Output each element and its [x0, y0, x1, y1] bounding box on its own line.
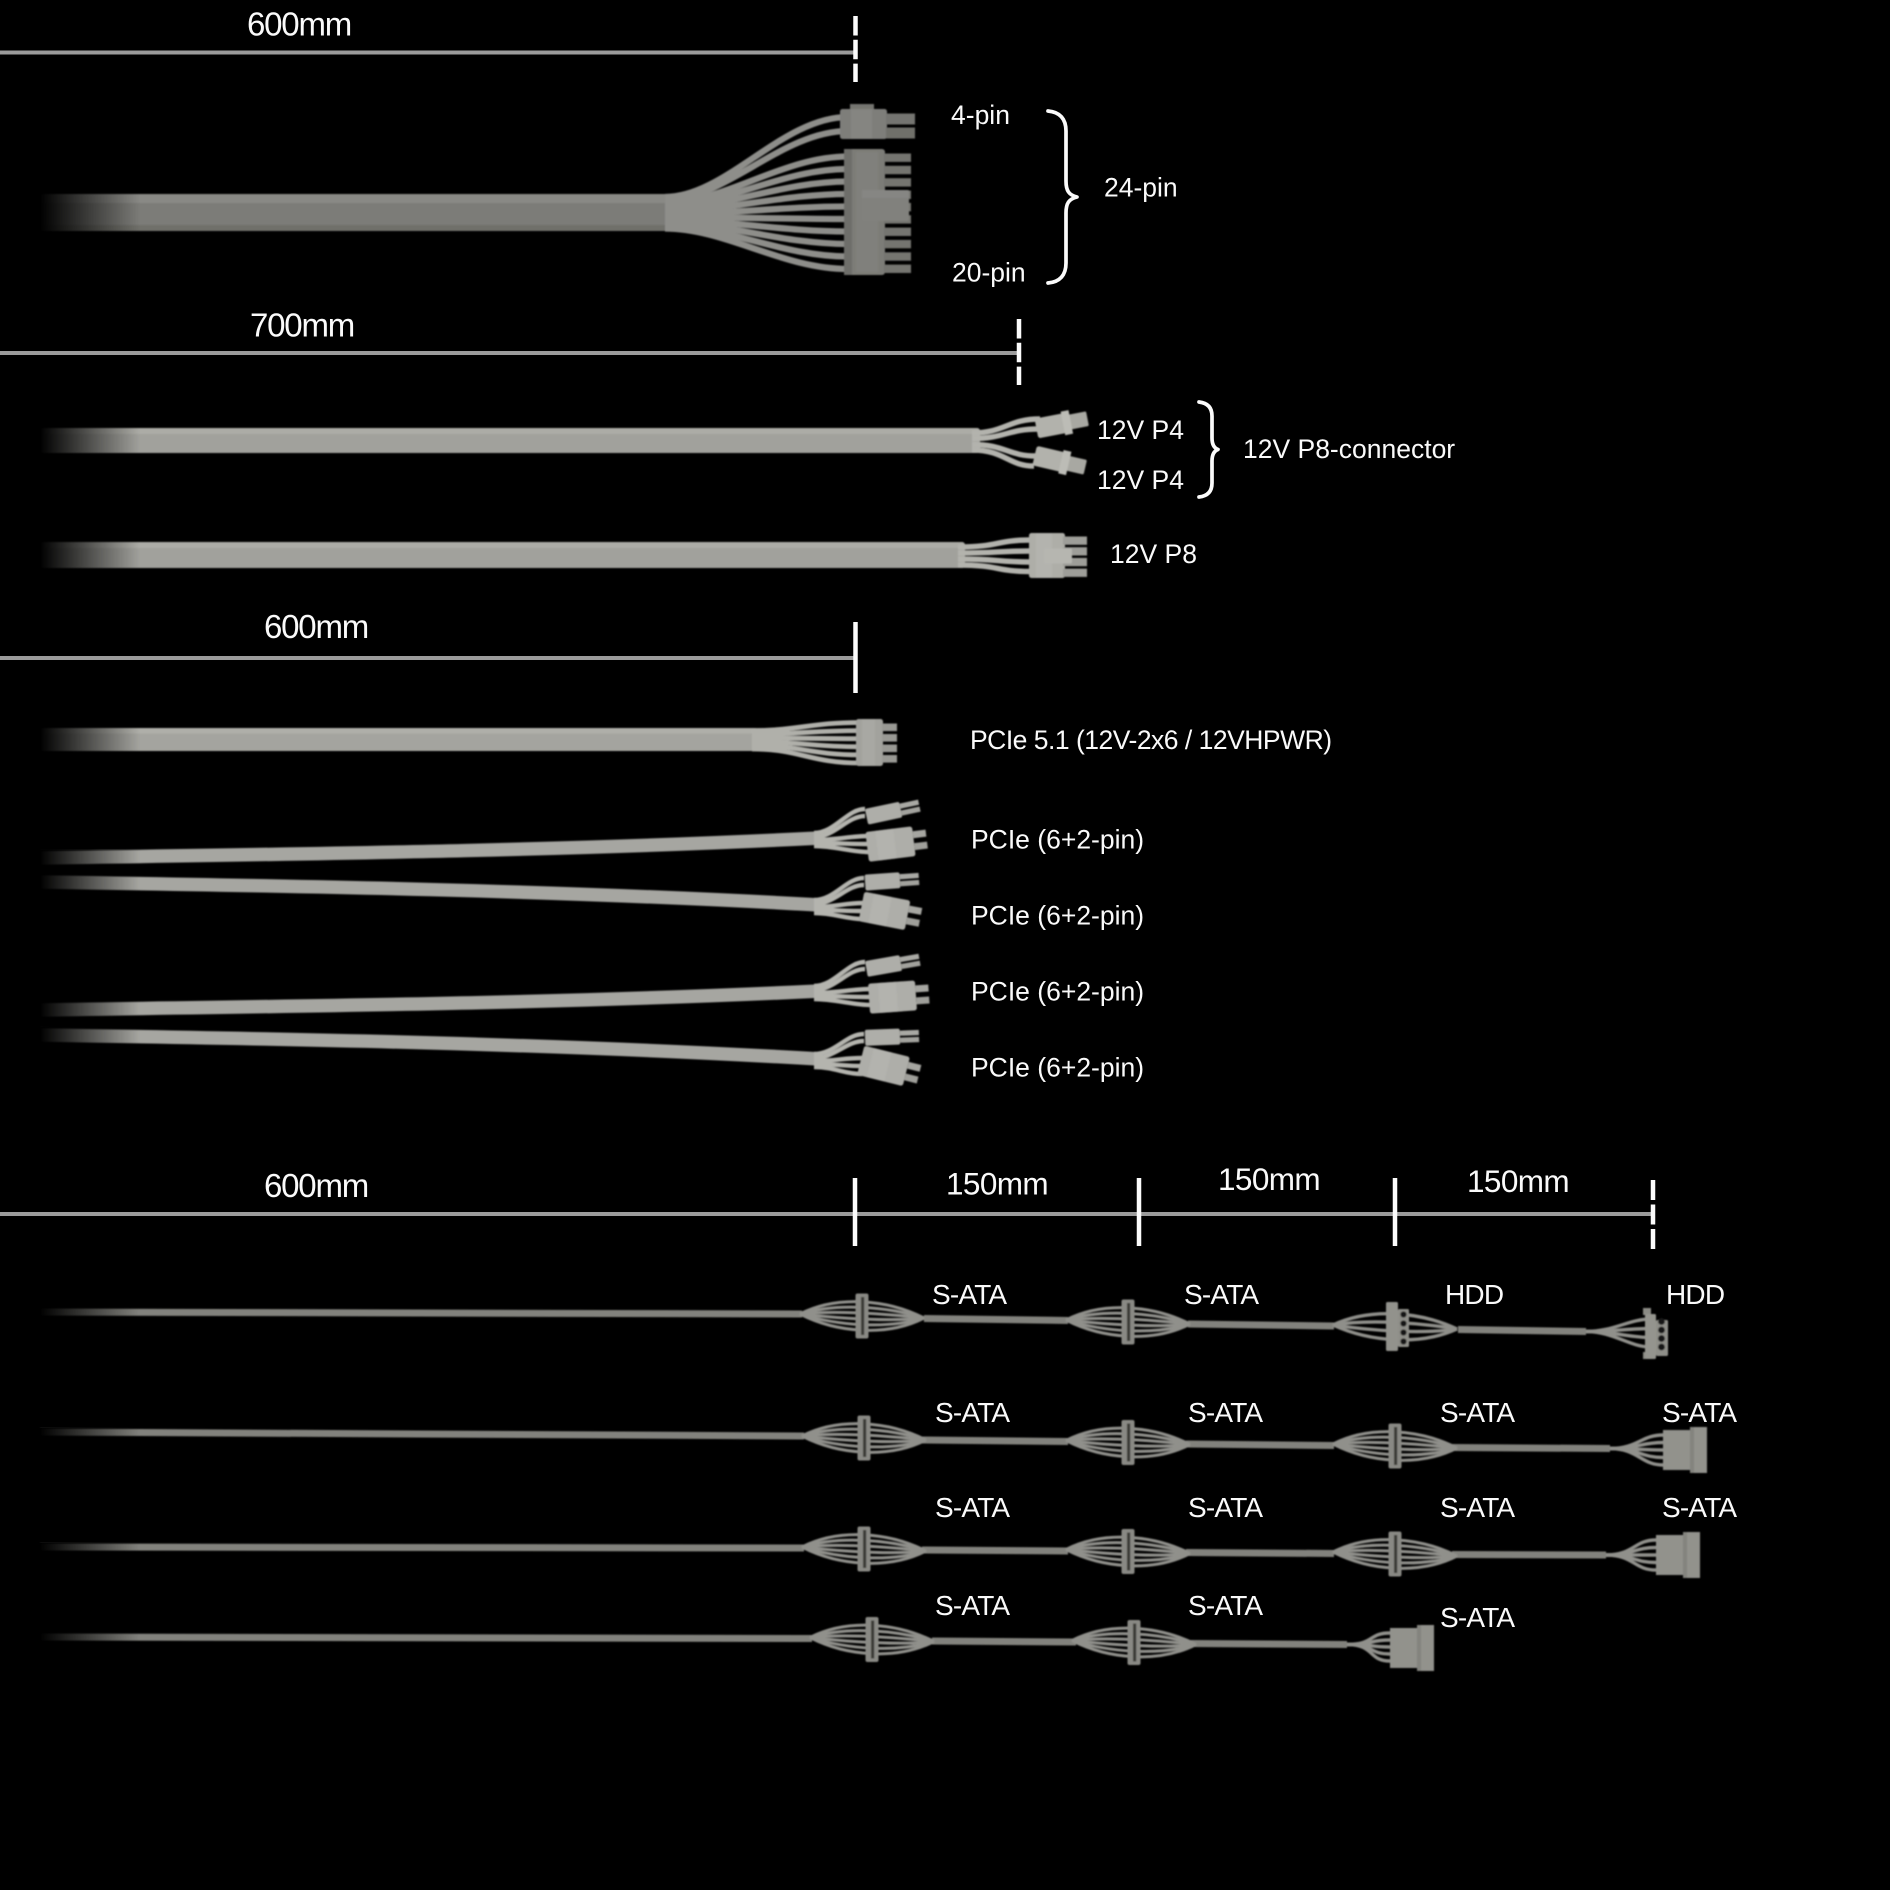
svg-text:PCIe (6+2-pin): PCIe (6+2-pin): [971, 901, 1144, 931]
svg-text:HDD: HDD: [1666, 1279, 1724, 1310]
svg-text:20-pin: 20-pin: [952, 258, 1026, 288]
svg-text:600mm: 600mm: [264, 608, 368, 645]
svg-text:S-ATA: S-ATA: [1440, 1397, 1515, 1428]
svg-text:12V P8-connector: 12V P8-connector: [1243, 434, 1455, 464]
svg-text:4-pin: 4-pin: [951, 100, 1010, 130]
svg-text:12V P4: 12V P4: [1097, 465, 1184, 495]
svg-text:150mm: 150mm: [946, 1166, 1048, 1202]
svg-text:S-ATA: S-ATA: [1662, 1397, 1737, 1428]
svg-text:HDD: HDD: [1445, 1279, 1503, 1310]
svg-text:S-ATA: S-ATA: [1440, 1492, 1515, 1523]
svg-text:150mm: 150mm: [1218, 1161, 1320, 1197]
svg-text:PCIe (6+2-pin): PCIe (6+2-pin): [971, 1053, 1144, 1083]
svg-text:S-ATA: S-ATA: [1188, 1397, 1263, 1428]
svg-text:S-ATA: S-ATA: [932, 1279, 1007, 1310]
svg-text:12V P8: 12V P8: [1110, 539, 1197, 569]
svg-text:12V P4: 12V P4: [1097, 415, 1184, 445]
svg-text:150mm: 150mm: [1467, 1163, 1569, 1199]
svg-text:PCIe (6+2-pin): PCIe (6+2-pin): [971, 825, 1144, 855]
svg-text:24-pin: 24-pin: [1104, 173, 1178, 203]
svg-text:S-ATA: S-ATA: [1184, 1279, 1259, 1310]
svg-text:S-ATA: S-ATA: [1440, 1602, 1515, 1633]
svg-text:PCIe (6+2-pin): PCIe (6+2-pin): [971, 977, 1144, 1007]
svg-text:600mm: 600mm: [247, 6, 351, 43]
svg-text:S-ATA: S-ATA: [935, 1492, 1010, 1523]
svg-text:700mm: 700mm: [250, 307, 354, 344]
svg-text:PCIe 5.1 (12V-2x6 / 12VHPWR): PCIe 5.1 (12V-2x6 / 12VHPWR): [970, 725, 1332, 755]
svg-text:S-ATA: S-ATA: [1662, 1492, 1737, 1523]
svg-text:S-ATA: S-ATA: [1188, 1492, 1263, 1523]
svg-text:S-ATA: S-ATA: [935, 1590, 1010, 1621]
svg-text:S-ATA: S-ATA: [1188, 1590, 1263, 1621]
svg-text:S-ATA: S-ATA: [935, 1397, 1010, 1428]
svg-text:600mm: 600mm: [264, 1167, 368, 1204]
